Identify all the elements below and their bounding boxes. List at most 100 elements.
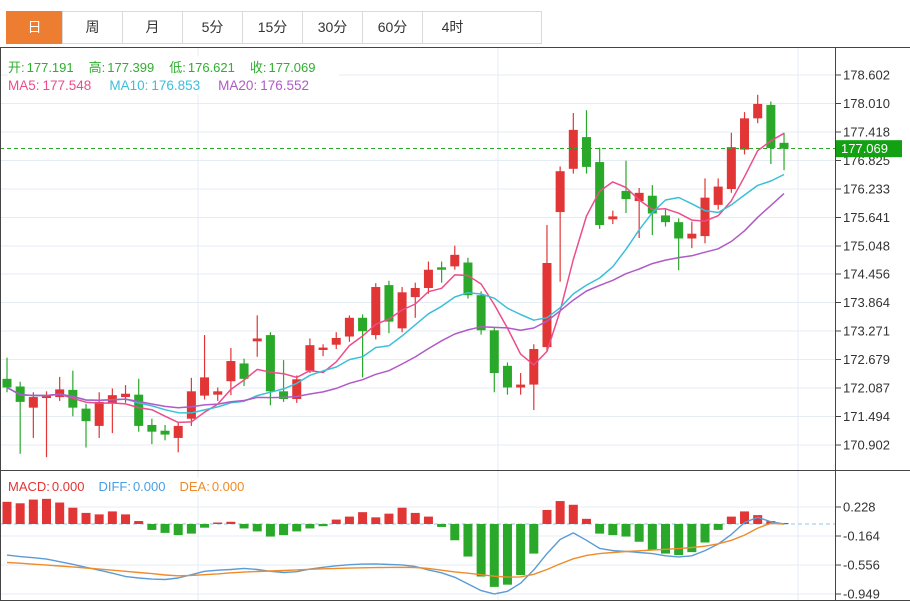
macd-value: 0.000 [51, 479, 85, 494]
tab-4hour[interactable]: 4时 [422, 11, 483, 44]
candle-body [2, 378, 12, 388]
tab-week[interactable]: 周 [62, 11, 123, 44]
tab-month[interactable]: 月 [122, 11, 183, 44]
candle-body [265, 335, 275, 392]
macd-bar [42, 498, 52, 524]
tab-5min[interactable]: 5分 [182, 11, 243, 44]
price-tag [836, 140, 902, 158]
candle-body [740, 118, 750, 150]
price-tick-label: 174.456 [843, 267, 890, 282]
macd-bar [397, 507, 407, 524]
dea-value: 0.000 [211, 479, 245, 494]
candle-body [437, 267, 447, 270]
candle-body [160, 430, 170, 435]
macd-bar [200, 524, 210, 528]
diff-line [6, 516, 785, 595]
candle-body [529, 349, 539, 385]
macd-bar [542, 509, 552, 524]
macd-bar [463, 524, 473, 557]
macd-bar [489, 524, 499, 587]
candle-body [42, 395, 52, 399]
ma20-label: MA20: [218, 78, 258, 93]
macd-tick-label: 0.228 [843, 500, 876, 515]
macd-bar [700, 524, 710, 543]
macd-bar [134, 521, 144, 524]
tab-day[interactable]: 日 [6, 11, 63, 44]
macd-bar [279, 524, 289, 536]
candle-body [608, 216, 618, 220]
ma5-line [6, 132, 785, 424]
dea-line [6, 522, 785, 578]
macd-bar [753, 515, 763, 524]
macd-bar [213, 522, 223, 524]
candle-body [489, 330, 499, 374]
open-value: 177.191 [26, 60, 74, 75]
high-value: 177.399 [107, 60, 155, 75]
macd-bar [28, 499, 38, 524]
candle-body [213, 391, 223, 395]
candle-body [634, 192, 644, 202]
ohlc-readout: 开: 177.191 高: 177.399 低: 176.621 收: 177.069 [8, 56, 339, 77]
candle-body [358, 317, 368, 332]
candle-body [674, 222, 684, 239]
candle-body [318, 347, 328, 350]
macd-bar [674, 524, 684, 556]
macd-bar [581, 518, 591, 524]
candle-body [186, 391, 196, 419]
candle-body [463, 262, 473, 296]
macd-bar [55, 502, 65, 524]
candle-body [450, 254, 460, 267]
candle-body [779, 142, 789, 149]
macd-bar [595, 524, 605, 534]
macd-bar [2, 501, 12, 524]
macd-bar [726, 516, 736, 524]
ma10-line [6, 173, 785, 414]
open-label: 开: [8, 60, 25, 75]
macd-bar [634, 524, 644, 542]
macd-bar [384, 513, 394, 524]
price-tick-label: 177.418 [843, 124, 890, 139]
macd-bar [186, 524, 196, 534]
macd-bar [410, 512, 420, 524]
close-value: 177.069 [268, 60, 316, 75]
candle-body [700, 197, 710, 237]
price-tick-label: 178.602 [843, 68, 890, 83]
candle-body [423, 269, 433, 288]
price-tick-label: 171.494 [843, 409, 890, 424]
candle-body [687, 233, 697, 239]
macd-bar [568, 504, 578, 524]
macd-readout: MACD: 0.000 DIFF: 0.000 DEA: 0.000 [8, 478, 267, 495]
candle-body [753, 103, 763, 119]
price-tick-label: 172.087 [843, 381, 890, 396]
macd-bar [173, 524, 183, 536]
candle-body [661, 215, 670, 223]
candle-body [476, 295, 486, 331]
price-tick-label: 172.679 [843, 352, 890, 367]
price-tick-label: 175.641 [843, 210, 890, 225]
candle-body [384, 285, 394, 322]
price-tag-label: 177.069 [841, 141, 888, 156]
candle-body [239, 363, 249, 379]
macd-bar [318, 524, 328, 527]
candle-body [410, 287, 420, 298]
tab-30min[interactable]: 30分 [302, 11, 363, 44]
macd-bar [94, 514, 104, 524]
candle-body [121, 393, 131, 398]
dea-label: DEA: [179, 479, 210, 494]
candle-body [568, 129, 578, 169]
candle-body [81, 408, 91, 422]
macd-bar [107, 511, 117, 524]
macd-bar [305, 524, 315, 529]
macd-bar [68, 507, 78, 524]
ma-readout: MA5: 177.548 MA10: 176.853 MA20: 176.552 [8, 77, 336, 94]
macd-bar [252, 524, 262, 532]
candle-body [147, 424, 157, 432]
macd-bar [147, 524, 157, 530]
macd-bar [371, 517, 381, 524]
price-tick-label: 173.864 [843, 295, 890, 310]
candle-body [581, 137, 591, 167]
candle-body [173, 425, 183, 438]
tab-60min[interactable]: 60分 [362, 11, 423, 44]
tab-15min[interactable]: 15分 [242, 11, 303, 44]
